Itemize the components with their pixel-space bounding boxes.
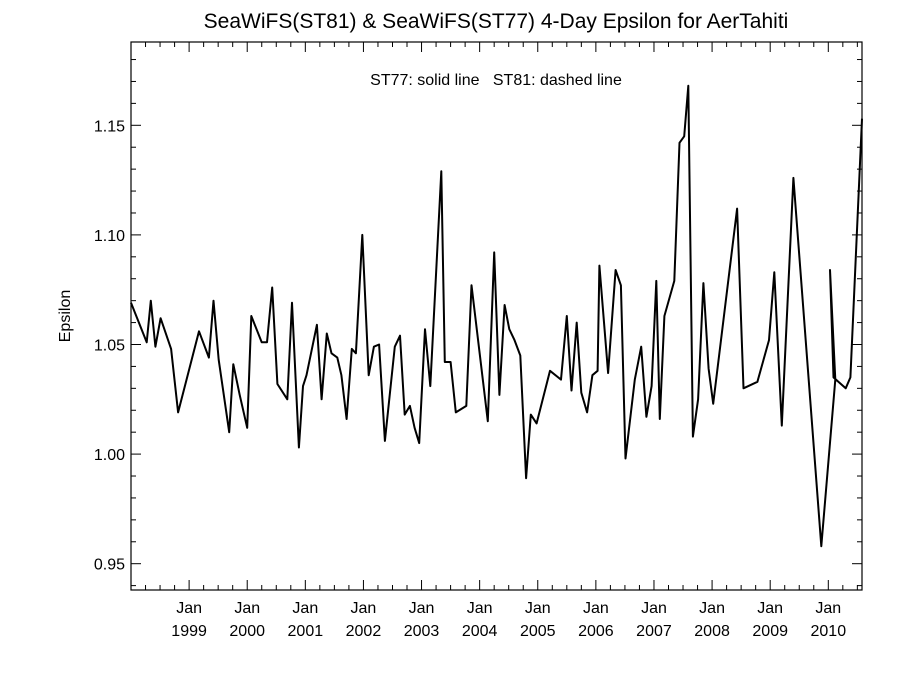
y-axis-label: Epsilon <box>57 290 74 342</box>
x-tick-year-label: 2004 <box>462 623 498 640</box>
x-tick-year-label: 2010 <box>811 623 847 640</box>
x-tick-month-label: Jan <box>583 600 609 617</box>
x-tick-year-label: 2000 <box>229 623 265 640</box>
x-tick-month-label: Jan <box>351 600 377 617</box>
x-tick-month-label: Jan <box>467 600 493 617</box>
y-tick-label: 0.95 <box>94 557 125 574</box>
y-tick-label: 1.05 <box>94 337 125 354</box>
x-tick-year-label: 2002 <box>346 623 382 640</box>
x-tick-year-label: 1999 <box>171 623 207 640</box>
series-line-st77 <box>130 84 863 548</box>
x-tick-month-label: Jan <box>525 600 551 617</box>
x-tick-year-label: 2001 <box>288 623 324 640</box>
x-tick-month-label: Jan <box>815 600 841 617</box>
y-tick-label: 1.10 <box>94 228 125 245</box>
y-tick-label: 1.00 <box>94 447 125 464</box>
x-tick-year-label: 2006 <box>578 623 614 640</box>
x-tick-year-label: 2003 <box>404 623 440 640</box>
series-group <box>130 84 863 548</box>
x-tick-year-label: 2009 <box>752 623 788 640</box>
x-axis-ticks: Jan 1999 Jan 2000 Jan 2001 Jan 2002 Jan 2003 Jan 20… <box>130 42 858 640</box>
x-tick-month-label: Jan <box>641 600 667 617</box>
x-tick-month-label: Jan <box>176 600 202 617</box>
x-tick-year-label: 2008 <box>694 623 730 640</box>
series-style-note: ST77: solid line ST81: dashed line <box>370 72 622 89</box>
y-axis-ticks: 0.95 1.00 1.05 1.10 1.15 <box>94 59 862 587</box>
x-tick-month-label: Jan <box>699 600 725 617</box>
x-tick-year-label: 2005 <box>520 623 556 640</box>
x-tick-month-label: Jan <box>234 600 260 617</box>
y-tick-label: 1.15 <box>94 118 125 135</box>
x-tick-year-label: 2007 <box>636 623 672 640</box>
chart-title: SeaWiFS(ST81) & SeaWiFS(ST77) 4-Day Epsi… <box>204 10 789 33</box>
x-tick-month-label: Jan <box>292 600 318 617</box>
plot-frame <box>130 41 863 591</box>
x-tick-month-label: Jan <box>409 600 435 617</box>
x-tick-month-label: Jan <box>757 600 783 617</box>
